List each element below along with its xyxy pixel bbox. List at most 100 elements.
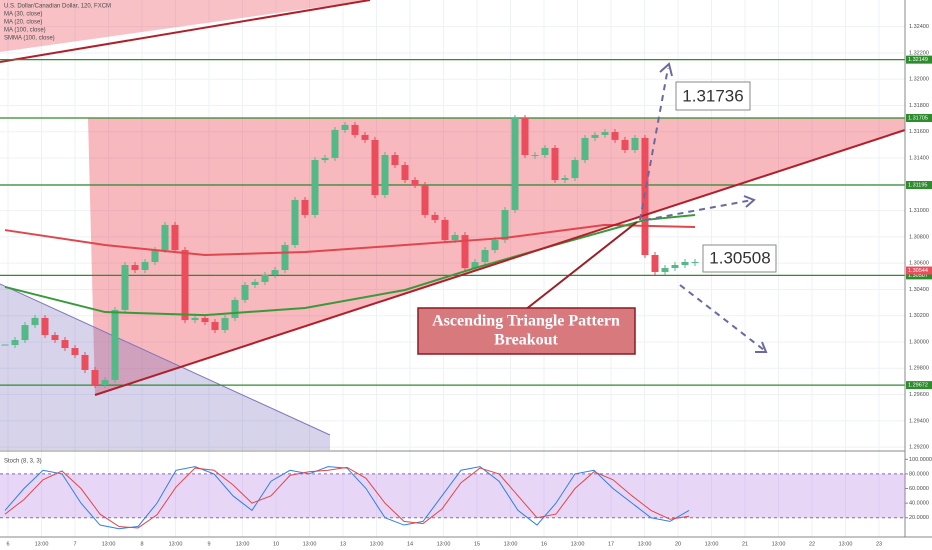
level-label: 1.31705	[908, 115, 928, 121]
candle	[331, 129, 339, 158]
level-label: 1.31195	[908, 182, 927, 188]
x-tick-label: 6	[6, 541, 9, 547]
moving-average	[4, 223, 696, 257]
candle	[411, 180, 419, 185]
candle	[51, 335, 59, 341]
candle	[191, 317, 199, 321]
stoch-line	[4, 466, 690, 530]
candle	[471, 261, 479, 269]
y-tick-label: 1.29800	[909, 366, 929, 372]
candle	[311, 160, 319, 215]
candle	[681, 261, 689, 266]
candle	[21, 325, 29, 341]
trendline	[94, 129, 906, 396]
candle	[361, 134, 369, 140]
level-label: 1.30507	[908, 273, 928, 279]
candle	[421, 184, 429, 215]
candle	[551, 147, 559, 180]
candle	[201, 317, 209, 323]
annotation: 1.30508	[709, 248, 770, 267]
y-tick-label: 1.30200	[909, 313, 929, 319]
x-tick-label: 13:00	[35, 541, 49, 547]
y-tick-label: 1.30000	[909, 339, 929, 345]
candle	[321, 157, 329, 161]
candle	[101, 379, 109, 385]
candle	[381, 155, 389, 195]
y-tick-label: 1.31600	[909, 129, 929, 135]
candle	[251, 281, 259, 285]
x-tick-label: 15	[474, 541, 480, 547]
candle	[211, 322, 219, 331]
candle	[481, 250, 489, 262]
stoch-line	[4, 466, 690, 529]
candle	[271, 270, 279, 275]
candle	[61, 340, 69, 349]
callout-line	[524, 221, 638, 311]
x-tick-label: 13:00	[303, 541, 317, 547]
arrows	[639, 62, 768, 353]
annotation: 1.31736	[682, 86, 743, 105]
x-tick-label: 8	[140, 541, 143, 547]
level-tag	[906, 113, 932, 122]
stoch-tick-label: 100.0000	[909, 457, 932, 463]
last-price-tag	[906, 266, 932, 275]
candle	[651, 255, 659, 272]
candle	[671, 265, 679, 269]
stoch-band	[0, 473, 905, 518]
y-tick-label: 1.32000	[909, 77, 929, 83]
x-tick-label: 17	[608, 541, 614, 547]
x-tick-label: 13:00	[638, 541, 652, 547]
level-tag	[906, 271, 932, 280]
candle	[581, 137, 589, 161]
candle	[111, 309, 119, 380]
candle	[351, 124, 359, 135]
candle	[231, 299, 239, 318]
candle	[571, 160, 579, 179]
candle	[161, 224, 169, 251]
x-tick-label: 21	[742, 541, 748, 547]
x-tick-label: 13:00	[102, 541, 116, 547]
y-tick-label: 1.31800	[909, 103, 929, 109]
upper-zone	[0, 0, 370, 52]
trendline	[0, 0, 371, 63]
y-tick-label: 1.32200	[909, 50, 929, 56]
x-tick-label: 9	[207, 541, 210, 547]
y-tick-label: 1.30800	[909, 234, 929, 240]
callout-box	[417, 307, 636, 355]
x-tick-label: 13	[340, 541, 346, 547]
x-tick-label: 14	[407, 541, 413, 547]
y-tick-label: 1.30400	[909, 287, 929, 293]
level-label: 1.29672	[908, 383, 928, 389]
indicator: MA (100, close)	[4, 28, 46, 34]
candle	[561, 178, 569, 180]
x-tick-label: 20	[675, 541, 681, 547]
candle	[291, 199, 299, 246]
stoch-tick-label: 40.0000	[909, 501, 929, 507]
candle	[81, 355, 89, 370]
indicator: MA (20, close)	[4, 20, 42, 26]
x-tick-label: 13:00	[571, 541, 585, 547]
y-tick-label: 1.30600	[909, 261, 929, 267]
annotation-box	[675, 81, 751, 111]
candle	[491, 240, 499, 251]
candle	[121, 265, 129, 310]
x-tick-label: 13:00	[839, 541, 853, 547]
stoch-tick-label: 60.0000	[909, 486, 929, 492]
y-tick-label: 1.29200	[909, 445, 929, 451]
candle	[31, 317, 39, 326]
candle	[501, 209, 509, 241]
candle	[221, 317, 229, 331]
callout-text: Ascending Triangle Pattern	[432, 313, 620, 330]
candle	[281, 245, 289, 270]
x-tick-label: 13:00	[437, 541, 451, 547]
stoch-tick-label: 80.0000	[909, 471, 929, 477]
candle	[41, 317, 49, 336]
candle	[631, 137, 639, 151]
candle	[301, 199, 309, 215]
x-tick-label: 16	[541, 541, 547, 547]
candle	[391, 155, 399, 166]
descending-zone	[0, 284, 330, 450]
x-tick-label: 13:00	[705, 541, 719, 547]
candle	[171, 224, 179, 251]
